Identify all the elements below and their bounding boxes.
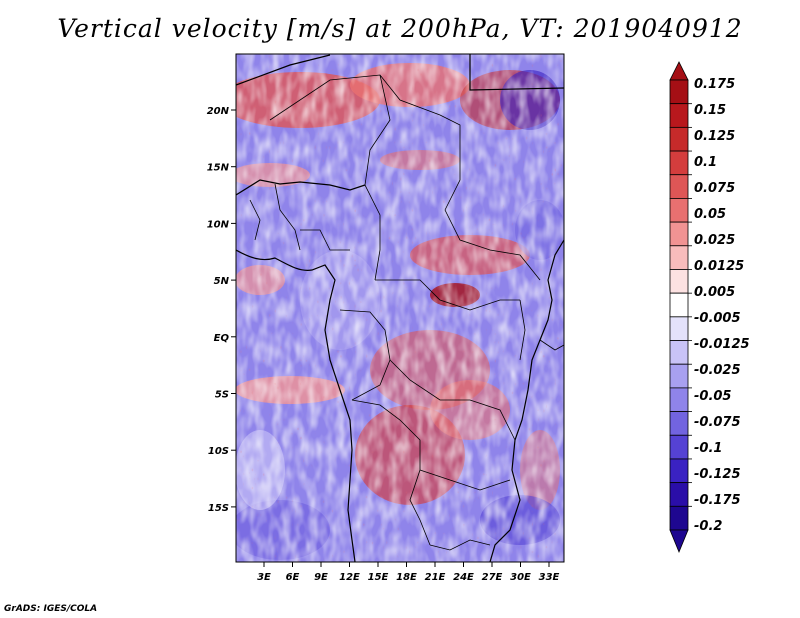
- colorbar-label: 0.0125: [694, 259, 744, 274]
- lat-tick-label: 10S: [208, 446, 229, 457]
- colorbar-segment: [669, 221, 689, 247]
- colorbar-label: -0.025: [694, 363, 741, 378]
- colorbar-segment: [669, 505, 689, 531]
- colorbar-segment: [669, 458, 689, 484]
- lat-tick-label: 5S: [215, 390, 229, 401]
- colorbar-label: 0.125: [694, 129, 735, 144]
- colorbar-label: -0.1: [694, 441, 722, 456]
- lon-tick-label: 33E: [539, 572, 560, 583]
- lon-tick-label: 15E: [368, 572, 389, 583]
- colorbar-segment: [669, 79, 689, 105]
- longitude-axis: 3E 6E 9E 12E 15E 18E 21E 24E 27E 30E 33E: [257, 562, 560, 583]
- colorbar-label: -0.125: [694, 467, 741, 482]
- lon-tick-label: 12E: [339, 572, 360, 583]
- colorbar-segment: [669, 482, 689, 507]
- colorbar-label: 0.15: [694, 103, 726, 118]
- lat-tick-label: 5N: [214, 276, 230, 287]
- lon-tick-label: 30E: [510, 572, 531, 583]
- lat-tick-label: 15S: [208, 503, 229, 514]
- grads-credit: GrADS: IGES/COLA: [4, 604, 98, 614]
- lon-tick-label: 24E: [453, 572, 474, 583]
- colorbar-label: -0.175: [694, 493, 741, 508]
- colorbar-label: -0.2: [694, 519, 722, 534]
- colorbar-segment: [669, 174, 689, 199]
- colorbar-segment: [669, 340, 689, 365]
- colorbar-label: -0.075: [694, 415, 741, 430]
- lon-tick-label: 18E: [396, 572, 417, 583]
- lon-tick-label: 9E: [314, 572, 328, 583]
- colorbar-label: -0.0125: [694, 337, 750, 352]
- chart-title: Vertical velocity [m/s] at 200hPa, VT: 2…: [57, 14, 743, 43]
- coastlines: [236, 54, 564, 562]
- velocity-field: [236, 54, 564, 562]
- colorbar-segment: [669, 103, 689, 128]
- colorbar-top-arrow: [669, 61, 689, 81]
- colorbar-label: 0.025: [694, 233, 735, 248]
- colorbar-segment: [669, 434, 689, 460]
- lon-tick-label: 21E: [425, 572, 446, 583]
- lat-tick-label: 10N: [207, 219, 230, 230]
- lat-tick-label: 15N: [207, 163, 230, 174]
- colorbar-label: 0.005: [694, 285, 735, 300]
- latitude-axis: 20N 15N 10N 5N EQ 5S 10S 15S: [207, 106, 236, 514]
- lon-tick-label: 6E: [286, 572, 300, 583]
- colorbar-segment: [669, 150, 689, 176]
- colorbar-segment: [669, 411, 689, 436]
- lat-tick-label: EQ: [214, 333, 230, 344]
- colorbar-bottom-arrow: [669, 529, 689, 554]
- colorbar-label: 0.075: [694, 181, 735, 196]
- colorbar-label: 0.05: [694, 207, 726, 222]
- colorbar-label: -0.05: [694, 389, 731, 404]
- colorbar-segment: [669, 316, 689, 341]
- colorbar-segment: [669, 292, 689, 318]
- colorbar: 0.175 0.15 0.125 0.1 0.075 0.05 0.025 0.0125 0.0…: [669, 61, 750, 554]
- lon-tick-label: 3E: [257, 572, 271, 583]
- lon-tick-label: 27E: [482, 572, 503, 583]
- colorbar-label: -0.005: [694, 311, 741, 326]
- map-frame: [235, 53, 565, 563]
- colorbar-segment: [669, 245, 689, 270]
- colorbar-segment: [669, 387, 689, 412]
- country-borders: [249, 74, 564, 551]
- colorbar-segment: [669, 269, 689, 294]
- colorbar-label: 0.1: [694, 155, 717, 170]
- colorbar-label: 0.175: [694, 77, 735, 92]
- colorbar-segment: [669, 126, 689, 152]
- colorbar-segment: [669, 363, 689, 389]
- colorbar-segment: [669, 198, 689, 223]
- lat-tick-label: 20N: [207, 106, 230, 117]
